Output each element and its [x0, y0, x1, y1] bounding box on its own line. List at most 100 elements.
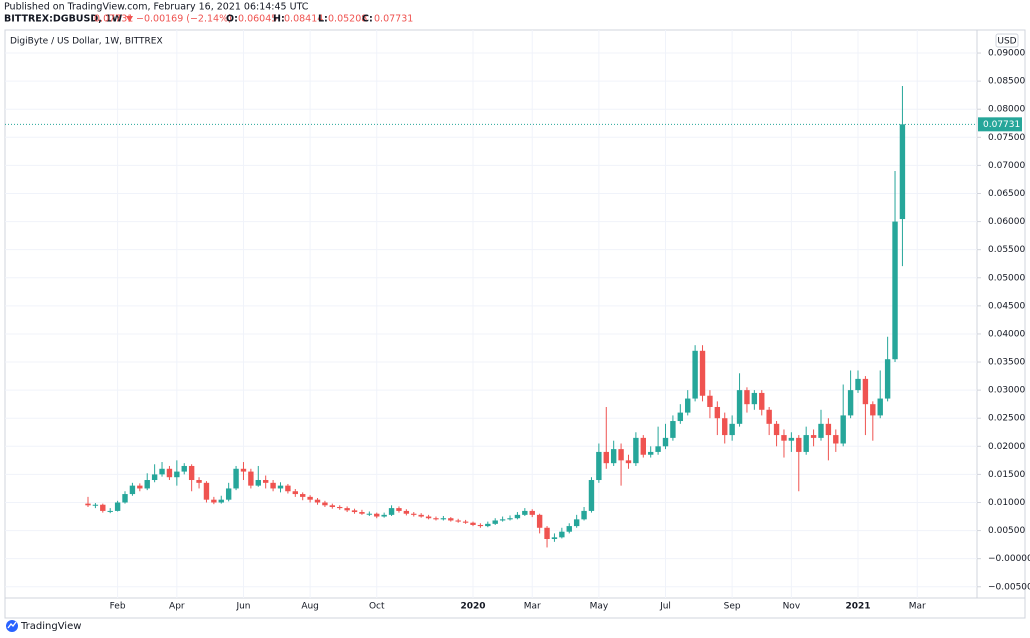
candle-body	[625, 460, 632, 464]
candle-body	[403, 510, 410, 514]
candle-body	[307, 496, 313, 500]
candle-body	[144, 480, 150, 489]
candle-body	[255, 480, 261, 486]
plot	[5, 85, 977, 548]
candle-body	[203, 482, 210, 500]
y-tick-label: −0.00500	[988, 582, 1030, 592]
candle-body	[514, 514, 521, 519]
candle-body	[677, 412, 684, 422]
candle-body	[262, 480, 269, 483]
candle-body	[559, 531, 565, 538]
y-tick-label: 0.02000	[988, 442, 1025, 452]
candle-body	[359, 512, 365, 514]
y-tick-label: 0.01500	[988, 470, 1025, 480]
candle-body	[870, 404, 876, 416]
candle-body	[803, 435, 809, 452]
y-tick-label: 0.07500	[988, 133, 1025, 143]
candle-body	[551, 537, 558, 540]
candle-body	[840, 415, 846, 444]
symbol: BITTREX:DGBUSD, 1W	[4, 14, 123, 25]
candle-body	[833, 435, 839, 444]
candle-body	[773, 423, 780, 436]
candle-body	[670, 421, 676, 438]
logo-icon	[7, 621, 17, 629]
y-tick-label: 0.09000	[988, 49, 1025, 59]
candle-body	[662, 437, 669, 447]
candle-body	[418, 514, 424, 517]
ohlc-value: 0.06045	[238, 14, 277, 25]
candle-body	[566, 526, 572, 532]
candle-body	[603, 451, 609, 464]
candle-body	[211, 499, 217, 503]
candle-body	[470, 522, 476, 525]
y-tick-label: −0.00000	[988, 554, 1030, 564]
footer-brand: TradingView	[20, 621, 81, 632]
candle-body	[736, 390, 743, 424]
x-tick-label: May	[590, 602, 609, 612]
candle-body	[877, 398, 883, 416]
candle-body	[685, 398, 691, 413]
candle-body	[188, 465, 195, 481]
down-arrow	[126, 16, 133, 22]
candle-body	[455, 520, 461, 522]
x-tick-label: 2021	[845, 602, 870, 612]
candle-body	[277, 485, 284, 489]
y-tick-label: 0.04500	[988, 301, 1025, 311]
candle-body	[847, 390, 854, 416]
last-price: 0.07731	[94, 14, 133, 25]
candle-body	[425, 516, 432, 519]
y-tick-label: 0.08500	[988, 77, 1025, 87]
candle-body	[396, 508, 402, 511]
candle-body	[151, 474, 158, 481]
candle-body	[744, 390, 750, 405]
candle-body	[892, 221, 898, 360]
grid	[5, 30, 977, 598]
candle-body	[722, 418, 728, 436]
candle-body	[477, 524, 484, 527]
candle-body	[122, 494, 128, 503]
ohlc-value: 0.05208	[328, 14, 367, 25]
candle-body	[351, 510, 358, 513]
candle-body	[218, 499, 224, 503]
candle-body	[114, 502, 121, 511]
candle-body	[596, 451, 602, 481]
x-tick-label: 2020	[460, 602, 485, 612]
candle-body	[485, 523, 491, 527]
candle-body	[300, 494, 306, 497]
candle-body	[314, 499, 321, 503]
ohlc-label: C:	[362, 14, 373, 25]
currency: USD	[997, 37, 1016, 47]
candle-body	[544, 527, 550, 540]
candle-body	[196, 480, 202, 483]
x-tick-label: Feb	[110, 602, 126, 612]
candle-body	[573, 519, 580, 527]
published-note: Published on TradingView.com, February 1…	[4, 2, 309, 13]
candle-body	[522, 510, 528, 515]
x-tick-label: Mar	[524, 602, 541, 612]
y-tick-label: 0.02500	[988, 414, 1025, 424]
candle-body	[137, 485, 143, 489]
candle-body	[159, 468, 165, 475]
ohlc-value: 0.08414	[284, 14, 323, 25]
change: −0.00169 (−2.14%)	[136, 14, 232, 25]
chart-title: DigiByte / US Dollar, 1W, BITTREX	[10, 37, 163, 47]
ohlc-value: 0.07731	[374, 14, 413, 25]
logo-icon	[6, 620, 18, 632]
candle-body	[751, 392, 758, 405]
candle-body	[707, 395, 713, 407]
candle-body	[610, 449, 617, 464]
candle-body	[292, 491, 299, 495]
candle-body	[270, 482, 276, 489]
frame	[4, 29, 1026, 619]
candle-body	[433, 518, 439, 520]
candle-body	[729, 423, 735, 436]
candle-body	[129, 485, 136, 495]
y-tick-label: 0.08000	[988, 105, 1025, 115]
candle-body	[633, 437, 639, 464]
candle-body	[581, 510, 587, 520]
ohlc-label: H:	[273, 14, 285, 25]
candle-body	[381, 514, 387, 517]
